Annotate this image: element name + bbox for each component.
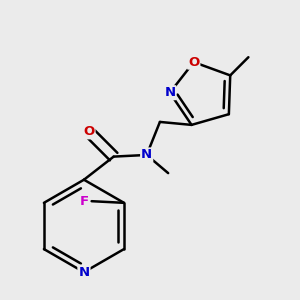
Text: F: F xyxy=(80,195,89,208)
Text: N: N xyxy=(141,148,152,161)
Text: N: N xyxy=(78,266,89,279)
Text: N: N xyxy=(164,86,175,99)
Text: O: O xyxy=(188,56,200,69)
Text: O: O xyxy=(83,125,94,138)
